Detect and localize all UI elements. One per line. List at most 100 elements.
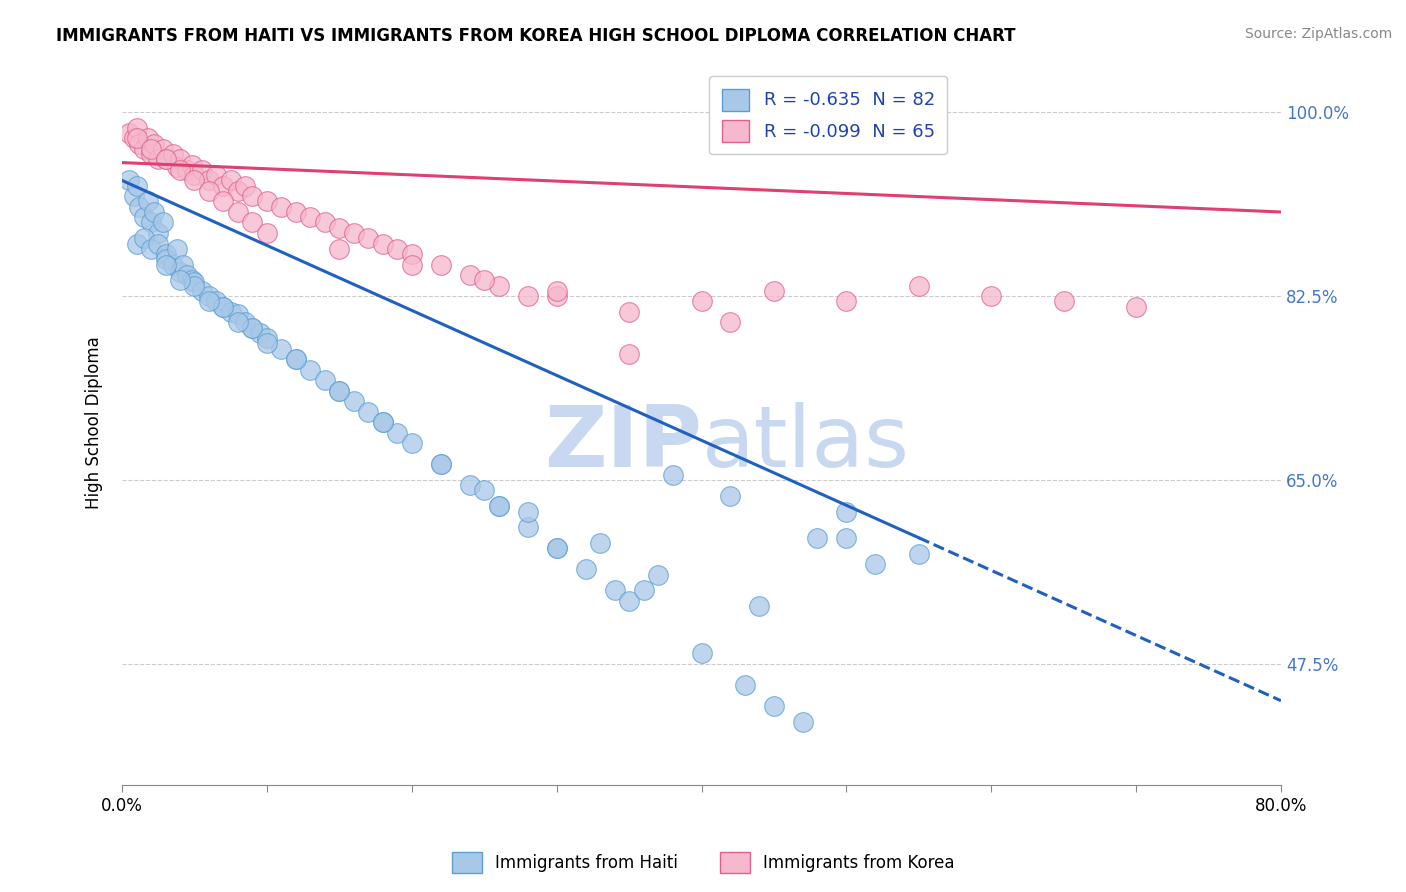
Point <box>205 168 228 182</box>
Point <box>617 347 640 361</box>
Point <box>166 242 188 256</box>
Point <box>205 294 228 309</box>
Point <box>198 294 221 309</box>
Point <box>907 278 929 293</box>
Point <box>343 394 366 409</box>
Point <box>122 131 145 145</box>
Point <box>219 173 242 187</box>
Point <box>198 184 221 198</box>
Point <box>401 247 423 261</box>
Point <box>139 215 162 229</box>
Point <box>155 153 177 167</box>
Point <box>183 276 205 290</box>
Point <box>458 478 481 492</box>
Point <box>183 173 205 187</box>
Point <box>690 646 713 660</box>
Point <box>125 236 148 251</box>
Point <box>139 147 162 161</box>
Point <box>284 352 307 367</box>
Point <box>762 284 785 298</box>
Point <box>132 142 155 156</box>
Point <box>546 541 568 556</box>
Point <box>152 142 174 156</box>
Point <box>176 163 198 178</box>
Point <box>142 205 165 219</box>
Point <box>242 320 264 334</box>
Point <box>371 415 394 429</box>
Point <box>387 425 409 440</box>
Point <box>148 236 170 251</box>
Y-axis label: High School Diploma: High School Diploma <box>86 335 103 508</box>
Point <box>139 242 162 256</box>
Point <box>219 305 242 319</box>
Legend: Immigrants from Haiti, Immigrants from Korea: Immigrants from Haiti, Immigrants from K… <box>444 846 962 880</box>
Point <box>328 384 350 398</box>
Point <box>190 284 212 298</box>
Point <box>617 594 640 608</box>
Point <box>546 284 568 298</box>
Point <box>212 300 235 314</box>
Point <box>136 194 159 209</box>
Point <box>155 153 177 167</box>
Point <box>328 220 350 235</box>
Point <box>835 504 858 518</box>
Point <box>155 258 177 272</box>
Point <box>212 178 235 193</box>
Point <box>183 168 205 182</box>
Point <box>270 200 292 214</box>
Point <box>122 189 145 203</box>
Point <box>661 467 683 482</box>
Point <box>516 520 538 534</box>
Point <box>169 273 191 287</box>
Point <box>256 331 278 345</box>
Point <box>806 531 828 545</box>
Point <box>488 500 510 514</box>
Point <box>226 184 249 198</box>
Point <box>387 242 409 256</box>
Point <box>343 226 366 240</box>
Point <box>256 194 278 209</box>
Point <box>148 226 170 240</box>
Point <box>720 489 742 503</box>
Point <box>136 131 159 145</box>
Point <box>299 211 322 225</box>
Point <box>357 405 380 419</box>
Point <box>748 599 770 613</box>
Point <box>589 536 612 550</box>
Point <box>249 326 271 340</box>
Point <box>256 226 278 240</box>
Point <box>429 258 451 272</box>
Point <box>633 583 655 598</box>
Point <box>617 305 640 319</box>
Point <box>734 678 756 692</box>
Point <box>162 147 184 161</box>
Point <box>401 258 423 272</box>
Point <box>472 273 495 287</box>
Point <box>169 163 191 178</box>
Point <box>198 173 221 187</box>
Point <box>314 373 336 387</box>
Text: atlas: atlas <box>702 402 910 485</box>
Point <box>357 231 380 245</box>
Point <box>720 315 742 329</box>
Point <box>546 541 568 556</box>
Point <box>835 294 858 309</box>
Text: IMMIGRANTS FROM HAITI VS IMMIGRANTS FROM KOREA HIGH SCHOOL DIPLOMA CORRELATION C: IMMIGRANTS FROM HAITI VS IMMIGRANTS FROM… <box>56 27 1015 45</box>
Text: Source: ZipAtlas.com: Source: ZipAtlas.com <box>1244 27 1392 41</box>
Legend: R = -0.635  N = 82, R = -0.099  N = 65: R = -0.635 N = 82, R = -0.099 N = 65 <box>710 76 948 154</box>
Point <box>1125 300 1147 314</box>
Point <box>125 178 148 193</box>
Point <box>242 189 264 203</box>
Point <box>907 547 929 561</box>
Point <box>299 362 322 376</box>
Point <box>401 436 423 450</box>
Point <box>458 268 481 282</box>
Point <box>190 163 212 178</box>
Point <box>472 483 495 498</box>
Point <box>180 273 202 287</box>
Point <box>328 242 350 256</box>
Point <box>429 457 451 471</box>
Point <box>603 583 626 598</box>
Point <box>172 258 194 272</box>
Point <box>128 136 150 151</box>
